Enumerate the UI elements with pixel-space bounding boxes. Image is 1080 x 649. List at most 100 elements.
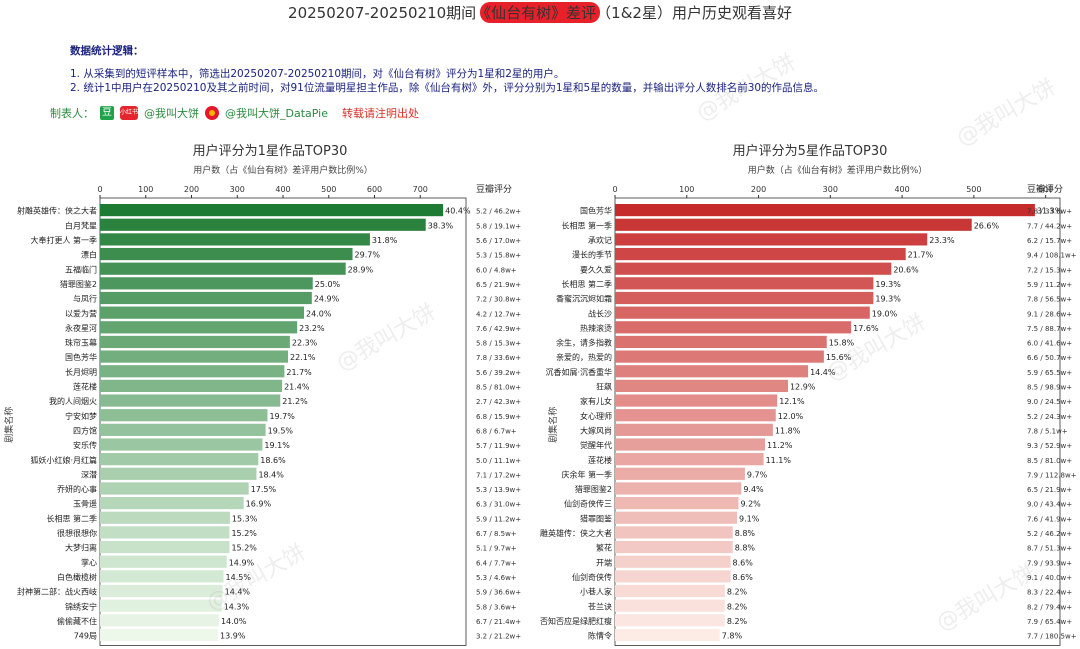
bar bbox=[615, 453, 764, 466]
category-label: 小巷人家 bbox=[580, 587, 612, 597]
x-axis-title: 用户数（占《仙台有树》差评用户数比例%） bbox=[193, 164, 373, 176]
bar-value-label: 24.0% bbox=[306, 309, 332, 318]
douban-score: 5.9 / 11.2w+ bbox=[1027, 281, 1072, 289]
douban-score: 7.6 / 42.9w+ bbox=[476, 325, 521, 333]
category-label: 漫长的季节 bbox=[572, 250, 612, 260]
page-title: 20250207-20250210期间《仙台有树》差评（1&2星）用户历史观看喜… bbox=[288, 4, 792, 22]
douban-score: 7.7 / 180.5w+ bbox=[1027, 633, 1077, 641]
douban-score: 6.8 / 6.7w+ bbox=[476, 427, 517, 435]
x-tick-label: 200 bbox=[751, 185, 766, 194]
bar bbox=[615, 482, 742, 495]
bar-value-label: 23.2% bbox=[299, 324, 325, 333]
bar-value-label: 15.6% bbox=[826, 353, 852, 362]
douban-score: 5.3 / 15.8w+ bbox=[476, 252, 521, 260]
x-tick-label: 600 bbox=[367, 185, 382, 194]
douban-score: 6.0 / 41.6w+ bbox=[1027, 340, 1072, 348]
x-tick-label: 600 bbox=[1038, 185, 1053, 194]
stats-logic-line-2: 2. 统计1中用户在20250210及其之前时间，对91位流量明星担主作品，除《… bbox=[70, 82, 825, 94]
bar bbox=[100, 291, 312, 305]
bar-value-label: 29.7% bbox=[355, 251, 381, 260]
bar bbox=[615, 291, 874, 305]
chart-1star: 用户数（占《仙台有树》差评用户数比例%） 0 100 200 300 400 500 600 7… bbox=[3, 164, 521, 646]
category-label: 大嫁风尚 bbox=[580, 425, 612, 435]
x-tick-label: 500 bbox=[321, 185, 336, 194]
bar bbox=[615, 614, 725, 627]
douban-score: 2.7 / 42.3w+ bbox=[476, 398, 521, 406]
category-label: 漂白 bbox=[81, 250, 97, 260]
douban-score: 5.1 / 9.7w+ bbox=[476, 545, 517, 553]
bar-value-label: 19.7% bbox=[269, 412, 295, 421]
category-label: 亲爱的，热爱的 bbox=[556, 352, 612, 362]
douban-score: 5.2 / 46.2w+ bbox=[476, 208, 521, 216]
x-tick-label: 500 bbox=[966, 185, 981, 194]
category-label: 莲花楼 bbox=[73, 382, 97, 392]
chart-title-5star: 用户评分为5星作品TOP30 bbox=[732, 144, 888, 159]
credits: 制表人： 豆 小红书 @我叫大饼 @我叫大饼_DataPie 转载请注明出处 bbox=[50, 105, 419, 121]
bar-value-label: 40.4% bbox=[445, 207, 471, 216]
douban-score: 6.7 / 8.5w+ bbox=[476, 530, 517, 538]
chart-title-1star: 用户评分为1星作品TOP30 bbox=[192, 144, 348, 159]
category-label: 长相思 第二季 bbox=[561, 279, 612, 289]
bar-value-label: 12.0% bbox=[778, 412, 804, 421]
bar-value-label: 12.9% bbox=[790, 383, 816, 392]
douban-score: 5.9 / 65.5w+ bbox=[1027, 369, 1072, 377]
bar bbox=[100, 467, 257, 480]
category-label: 承欢记 bbox=[588, 235, 612, 245]
douban-score: 6.2 / 15.7w+ bbox=[1027, 237, 1072, 245]
category-label: 陈情令 bbox=[588, 631, 612, 641]
bar bbox=[100, 350, 289, 363]
douban-score: 6.5 / 21.9w+ bbox=[476, 281, 521, 289]
bar-value-label: 24.9% bbox=[314, 295, 340, 304]
credit-label: 制表人： bbox=[50, 107, 94, 120]
category-label: 乔妍的心事 bbox=[57, 484, 97, 494]
douban-score: 7.9 / 65.4w+ bbox=[1027, 618, 1072, 626]
category-label: 安乐传 bbox=[73, 440, 97, 450]
bar bbox=[615, 511, 738, 524]
douban-score: 7.1 / 17.2w+ bbox=[476, 471, 521, 479]
bar bbox=[100, 409, 268, 422]
bar-value-label: 17.5% bbox=[251, 485, 277, 494]
category-label: 繁花 bbox=[596, 543, 612, 553]
x-tick-label: 400 bbox=[275, 185, 290, 194]
bar bbox=[100, 247, 353, 261]
douban-score: 5.8 / 3.6w+ bbox=[476, 603, 517, 611]
bar-value-label: 14.9% bbox=[229, 558, 255, 567]
bar bbox=[100, 614, 219, 627]
bar-value-label: 18.4% bbox=[258, 470, 284, 479]
bar-value-label: 9.4% bbox=[743, 485, 764, 494]
douban-score: 8.3 / 22.4w+ bbox=[1027, 589, 1072, 597]
category-label: 封神第二部：战火西岐 bbox=[17, 587, 97, 597]
category-label: 猎罪图鉴2 bbox=[575, 484, 612, 494]
douban-score: 4.2 / 12.7w+ bbox=[476, 310, 521, 318]
bar-value-label: 9.2% bbox=[740, 500, 761, 509]
douban-score: 8.2 / 79.4w+ bbox=[1027, 603, 1072, 611]
bar-value-label: 25.0% bbox=[315, 280, 341, 289]
category-label: 我的人间烟火 bbox=[49, 396, 97, 406]
credit-handle-2: @我叫大饼_DataPie bbox=[225, 107, 328, 120]
bar bbox=[615, 394, 778, 407]
bar-value-label: 19.3% bbox=[875, 280, 901, 289]
plot-frame bbox=[99, 197, 467, 646]
bar-value-label: 8.8% bbox=[735, 544, 756, 553]
bar bbox=[615, 423, 773, 436]
bar-value-label: 16.9% bbox=[246, 500, 272, 509]
chart-panel-5star: 用户评分为5星作品TOP30 用户数（占《仙台有树》差评用户数比例%） 0 100 2… bbox=[540, 140, 1080, 649]
bar bbox=[100, 233, 370, 246]
bar bbox=[615, 526, 733, 539]
x-tick-label: 300 bbox=[823, 185, 838, 194]
repost-note: 转载请注明出处 bbox=[341, 107, 419, 120]
category-label: 射雕英雄传：侠之大者 bbox=[540, 528, 612, 538]
category-label: 庆余年 第一季 bbox=[561, 469, 612, 479]
bar-value-label: 28.9% bbox=[348, 265, 374, 274]
bar-value-label: 19.1% bbox=[264, 441, 290, 450]
bar bbox=[100, 497, 244, 510]
category-label: 749局 bbox=[74, 632, 97, 641]
category-label: 五福临门 bbox=[65, 264, 97, 274]
category-label: 战长沙 bbox=[588, 308, 612, 318]
bar bbox=[615, 218, 972, 231]
bar-value-label: 8.2% bbox=[727, 602, 748, 611]
douban-score: 8.5 / 98.9w+ bbox=[1027, 384, 1072, 392]
stats-logic-heading: 数据统计逻辑： bbox=[70, 45, 144, 57]
x-tick-label: 200 bbox=[184, 185, 199, 194]
bar bbox=[100, 511, 230, 524]
